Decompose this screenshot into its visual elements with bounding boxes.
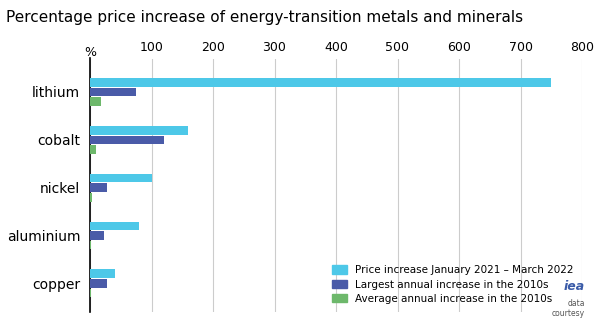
Bar <box>90 279 107 288</box>
Bar <box>90 241 91 249</box>
Bar <box>90 231 104 240</box>
Text: %: % <box>84 46 96 58</box>
Bar <box>90 78 551 87</box>
Text: iea: iea <box>564 280 585 292</box>
Bar <box>90 183 107 192</box>
Bar <box>90 222 139 230</box>
Bar <box>90 136 164 144</box>
Bar <box>90 174 151 182</box>
Bar <box>90 193 92 202</box>
Legend: Price increase January 2021 – March 2022, Largest annual increase in the 2010s, : Price increase January 2021 – March 2022… <box>329 262 577 307</box>
Bar <box>90 126 188 135</box>
Bar <box>90 97 101 106</box>
Bar <box>90 269 115 278</box>
Bar <box>90 88 136 96</box>
Text: data
courtesy: data courtesy <box>552 299 585 318</box>
Bar <box>90 289 91 297</box>
Bar <box>90 145 96 154</box>
Text: Percentage price increase of energy-transition metals and minerals: Percentage price increase of energy-tran… <box>6 10 523 25</box>
